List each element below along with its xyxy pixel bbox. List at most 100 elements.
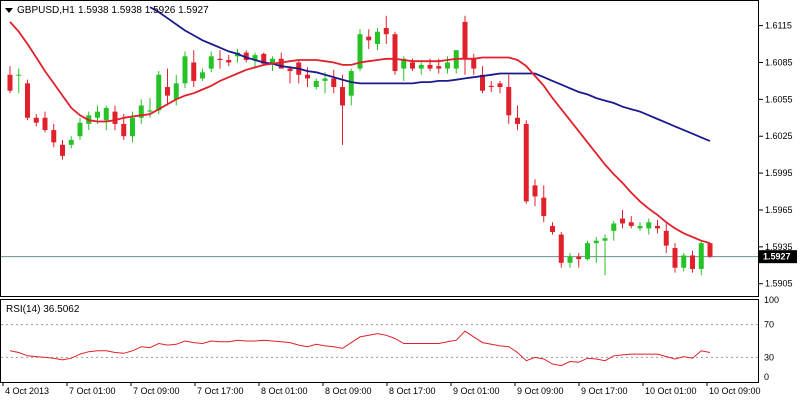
candle-body bbox=[270, 58, 275, 64]
price-axis: 1.6115 1.6085 1.6055 1.6025 1.5995 1.5965 1.59… bbox=[759, 21, 793, 289]
price-axis-tick-label: 1.6115 bbox=[765, 21, 792, 31]
candle-body bbox=[156, 74, 162, 111]
candle-body bbox=[208, 56, 214, 69]
candle-body bbox=[427, 64, 433, 69]
rsi-axis-label: 30 bbox=[764, 352, 774, 362]
candle-body bbox=[646, 222, 652, 229]
time-axis-tick-label: 9 Oct 01:00 bbox=[453, 386, 500, 396]
time-axis-tick-label: 10 Oct 01:00 bbox=[645, 386, 697, 396]
time-axis-tick-label: 7 Oct 17:00 bbox=[197, 386, 244, 396]
candle-body bbox=[471, 58, 477, 69]
candle-body bbox=[593, 240, 599, 244]
candle-body bbox=[95, 111, 100, 118]
candle-body bbox=[226, 60, 232, 63]
time-axis-tick-label: 9 Oct 17:00 bbox=[581, 386, 628, 396]
current-price-label: 1.5927 bbox=[763, 252, 791, 262]
candle-body bbox=[7, 74, 13, 91]
time-axis: 4 Oct 2013 7 Oct 01:00 7 Oct 09:00 7 Oct 17… bbox=[2, 382, 761, 396]
candle-body bbox=[707, 243, 713, 257]
candle-body bbox=[698, 243, 704, 269]
candle-body bbox=[497, 83, 503, 88]
price-axis-tick-label: 1.6085 bbox=[765, 57, 793, 67]
candle-body bbox=[112, 111, 118, 124]
candle-body bbox=[672, 248, 678, 268]
candle-body bbox=[681, 255, 687, 268]
time-axis-tick-label: 8 Oct 01:00 bbox=[261, 386, 308, 396]
candle-body bbox=[611, 223, 617, 231]
symbol-dropdown-icon[interactable] bbox=[5, 8, 13, 13]
time-axis-tick-label: 7 Oct 09:00 bbox=[133, 386, 180, 396]
candle-body bbox=[620, 218, 625, 224]
candle-body bbox=[68, 139, 74, 145]
candle-body bbox=[261, 53, 267, 64]
candle-body bbox=[480, 74, 485, 91]
time-axis-tick-label: 4 Oct 2013 bbox=[5, 386, 49, 396]
candle-body bbox=[243, 52, 249, 60]
candle-body bbox=[16, 74, 22, 76]
candle-body bbox=[103, 107, 109, 121]
time-axis-tick-label: 7 Oct 01:00 bbox=[69, 386, 116, 396]
candle-body bbox=[138, 105, 144, 118]
candle-body bbox=[410, 62, 415, 69]
candle-body bbox=[418, 64, 424, 69]
rsi-axis-label: 0 bbox=[764, 372, 769, 382]
current-price-badge bbox=[759, 250, 797, 264]
price-axis-tick-label: 1.5935 bbox=[765, 242, 793, 252]
time-axis-tick-label: 9 Oct 09:00 bbox=[517, 386, 564, 396]
candle-body bbox=[550, 225, 555, 233]
candle-body bbox=[602, 238, 608, 241]
price-axis-tick-label: 1.5905 bbox=[765, 279, 793, 289]
candle-body bbox=[532, 185, 538, 197]
fast-moving-average-line bbox=[9, 21, 711, 244]
candle-body bbox=[637, 225, 643, 229]
candle-body bbox=[567, 256, 573, 263]
candle-body bbox=[366, 36, 372, 41]
candle-body bbox=[305, 74, 310, 79]
rsi-axis: 100 70 30 0 bbox=[764, 295, 779, 382]
candle-body bbox=[217, 58, 223, 60]
candle-body bbox=[576, 256, 582, 260]
time-axis-tick-label: 8 Oct 17:00 bbox=[389, 386, 436, 396]
candle-body bbox=[506, 87, 512, 116]
candle-body bbox=[331, 78, 337, 88]
candle-body bbox=[445, 62, 450, 69]
candle-body bbox=[287, 68, 293, 72]
candle-body bbox=[655, 225, 660, 229]
candle-body bbox=[462, 21, 468, 59]
candle-body bbox=[77, 122, 83, 137]
rsi-level-lines bbox=[1, 324, 758, 358]
ohlc-readout: 1.5938 1.5938 1.5926 1.5927 bbox=[78, 5, 209, 16]
candle-body bbox=[585, 243, 590, 260]
candle-body bbox=[182, 56, 188, 84]
slow-moving-average-line bbox=[149, 6, 711, 142]
candle-body bbox=[42, 117, 48, 131]
candle-body bbox=[121, 123, 127, 137]
rsi-axis-label: 100 bbox=[764, 295, 779, 305]
candle-body bbox=[173, 83, 179, 100]
candle-body bbox=[558, 234, 564, 263]
candle-body bbox=[51, 130, 57, 143]
rsi-indicator-label: RSI(14) 36.5062 bbox=[6, 304, 80, 315]
candle-body bbox=[401, 58, 407, 69]
candle-body bbox=[541, 197, 547, 217]
price-axis-tick-label: 1.5995 bbox=[765, 168, 793, 178]
candle-body bbox=[375, 31, 380, 45]
candle-body bbox=[200, 72, 205, 79]
candle-body bbox=[322, 78, 328, 81]
rsi-axis-label: 70 bbox=[764, 320, 774, 330]
time-axis-tick-label: 10 Oct 09:00 bbox=[709, 386, 761, 396]
time-axis-tick-label: 8 Oct 09:00 bbox=[325, 386, 372, 396]
candle-body bbox=[392, 34, 398, 72]
candles bbox=[7, 15, 713, 276]
candle-body bbox=[191, 62, 197, 81]
candle-body bbox=[488, 85, 494, 88]
candle-body bbox=[663, 230, 669, 246]
price-axis-tick-label: 1.6025 bbox=[765, 131, 793, 141]
candle-body bbox=[313, 80, 319, 88]
candle-body bbox=[523, 123, 529, 202]
candle-body bbox=[628, 222, 634, 226]
candle-body bbox=[690, 255, 695, 269]
candle-body bbox=[348, 71, 354, 96]
candle-body bbox=[165, 87, 170, 96]
